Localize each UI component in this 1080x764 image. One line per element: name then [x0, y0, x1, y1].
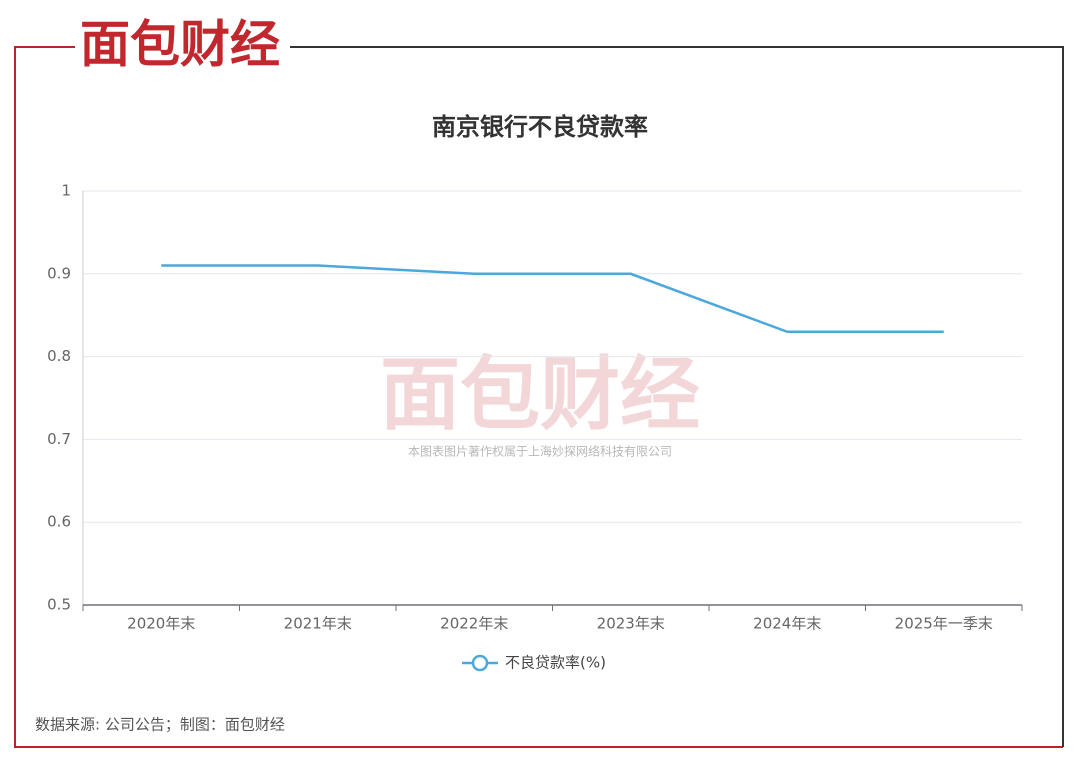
- y-tick-label: 1: [61, 182, 71, 200]
- y-tick-label: 0.7: [47, 430, 71, 448]
- series-line: [161, 264, 944, 334]
- source-note: 数据来源: 公司公告；制图：面包财经: [35, 716, 285, 734]
- x-tick-label: 2022年末: [440, 615, 508, 633]
- x-tick-label: 2024年末: [753, 615, 821, 633]
- x-tick-label: 2025年一季末: [895, 615, 993, 633]
- legend-label: 不良贷款率(%): [505, 654, 606, 672]
- y-tick-label: 0.5: [47, 596, 71, 614]
- watermark-logo: 面包财经: [380, 348, 700, 441]
- watermark-text: 本图表图片著作权属于上海妙探网络科技有限公司: [408, 444, 672, 459]
- x-tick-label: 2020年末: [127, 615, 195, 633]
- y-tick-label: 0.6: [47, 513, 71, 531]
- x-tick-label: 2021年末: [284, 615, 352, 633]
- frame-red: [14, 46, 1063, 748]
- chart-title: 南京银行不良贷款率: [432, 113, 648, 141]
- legend-marker: [471, 654, 489, 672]
- frame-dark: [290, 46, 1064, 747]
- y-tick-label: 0.9: [47, 264, 71, 282]
- y-tick-label: 0.8: [47, 347, 71, 365]
- x-tick-label: 2023年末: [597, 615, 665, 633]
- logo: 面包财经: [80, 16, 280, 74]
